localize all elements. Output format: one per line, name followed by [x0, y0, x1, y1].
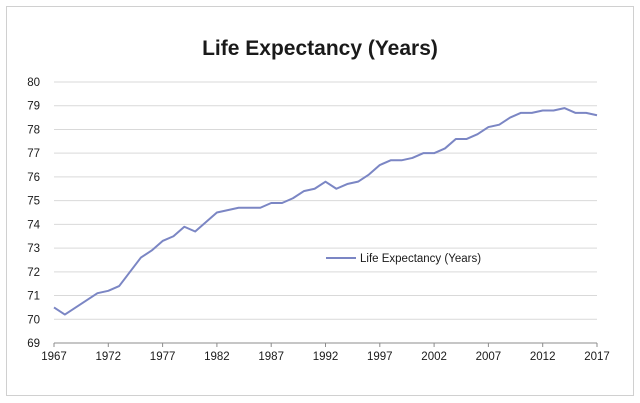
chart-title: Life Expectancy (Years): [202, 37, 438, 60]
y-tick-label-76: 76: [27, 172, 40, 184]
axes: [53, 342, 598, 347]
tick-labels: 69 70 71 72 73 74 75 76 77 78 79 80 1967 1972 1977 1982…: [27, 77, 610, 363]
x-tick-label-1977: 1977: [150, 351, 176, 363]
y-tick-label-80: 80: [27, 77, 40, 89]
series-layer: [53, 107, 598, 316]
series-line-0: [53, 107, 598, 316]
y-tick-label-75: 75: [27, 196, 40, 208]
x-tick-label-2017: 2017: [584, 351, 610, 363]
y-tick-label-69: 69: [27, 338, 40, 350]
x-tick-label-2007: 2007: [476, 351, 502, 363]
x-tick-label-1967: 1967: [41, 351, 67, 363]
x-tick-label-1982: 1982: [204, 351, 230, 363]
y-tick-label-77: 77: [27, 148, 40, 160]
legend: Life Expectancy (Years): [326, 253, 481, 265]
x-tick-label-1987: 1987: [258, 351, 284, 363]
y-tick-label-78: 78: [27, 124, 40, 136]
x-tick-label-2002: 2002: [421, 351, 447, 363]
y-tick-label-74: 74: [27, 219, 40, 231]
y-tick-label-73: 73: [27, 243, 40, 255]
x-tick-label-1992: 1992: [313, 351, 339, 363]
x-tick-label-1972: 1972: [96, 351, 122, 363]
legend-label: Life Expectancy (Years): [360, 253, 481, 265]
grid-lines: [54, 81, 597, 320]
y-tick-label-71: 71: [27, 291, 40, 303]
y-tick-label-72: 72: [27, 267, 40, 279]
x-tick-label-1997: 1997: [367, 351, 393, 363]
x-tick-label-2012: 2012: [530, 351, 556, 363]
y-tick-label-70: 70: [27, 314, 40, 326]
y-tick-label-79: 79: [27, 101, 40, 113]
